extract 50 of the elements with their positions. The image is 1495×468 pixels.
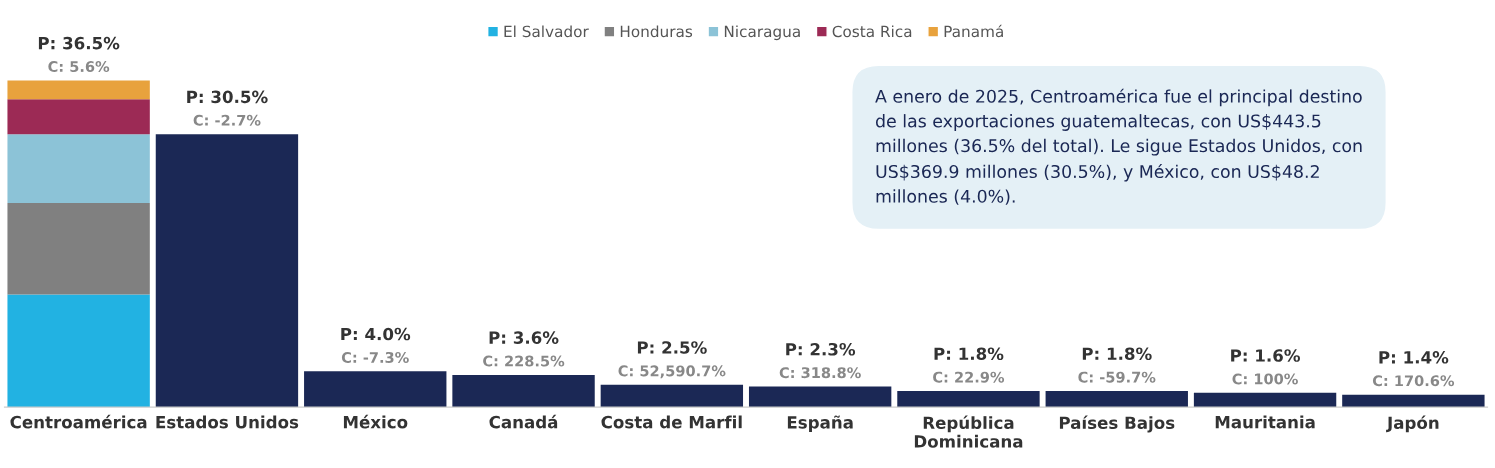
- bar: [7, 80, 150, 100]
- data-label: P: 1.8%: [1082, 347, 1152, 361]
- annotation: C: -59.7%: [1078, 371, 1156, 383]
- data-label: P: 4.0%: [341, 327, 411, 341]
- annotation: C: 318.8%: [779, 367, 861, 379]
- x-tick-label: Estados Unidos: [156, 415, 299, 429]
- x-tick-label: Países Bajos: [1059, 415, 1175, 433]
- annotation: C: 170.6%: [1372, 375, 1455, 387]
- annotation: C: -7.3%: [341, 351, 409, 363]
- bar: [7, 99, 150, 135]
- data-label: P: 3.6%: [489, 331, 559, 344]
- bar: [600, 384, 744, 408]
- data-label: P: 2.3%: [786, 342, 856, 356]
- x-tick-label: Canadá: [489, 414, 558, 429]
- data-label: P: 1.6%: [1231, 349, 1300, 362]
- legend-label: Panamá: [944, 24, 1003, 38]
- bar: [1342, 394, 1485, 408]
- annotation: C: 228.5%: [483, 355, 565, 367]
- x-tick-label: República Dominicana: [914, 415, 1023, 448]
- legend-label: El Salvador: [504, 25, 589, 38]
- bar: [1193, 392, 1337, 408]
- x-tick-label: Costa de Marfil: [601, 415, 742, 429]
- annotation: A enero de 2025, Centroamérica fue el principal destino de las exportaciones guatemaltecas, con US$443.5 millones (36.5% del total). Le sigue Estados Unidos, con US$369.9 millones (30.5%), y México, con US$48.2 millones (4.0%).: [875, 88, 1362, 205]
- bar: [7, 294, 150, 408]
- bar: [7, 203, 150, 295]
- total-label: P: 36.5%: [38, 36, 120, 50]
- legend-label: Honduras: [620, 25, 693, 38]
- bar: [1045, 391, 1188, 408]
- annotation: C: 100%: [1232, 373, 1298, 385]
- annotation: C: -2.7%: [193, 114, 261, 126]
- data-label: P: 1.4%: [1379, 351, 1449, 364]
- bar: [897, 391, 1040, 408]
- annotation: C: 52,590.7%: [618, 365, 726, 379]
- x-tick-label: Mauritania: [1215, 415, 1315, 429]
- bar: [7, 134, 150, 204]
- data-label: P: 2.5%: [637, 341, 707, 354]
- legend-label: Nicaragua: [724, 25, 800, 41]
- data-label: P: 1.8%: [934, 347, 1004, 361]
- annotation: C: 22.9%: [933, 371, 1005, 383]
- x-tick-label: Japón: [1386, 415, 1439, 433]
- bar: [155, 134, 299, 408]
- x-tick-label: Centroamérica: [10, 414, 147, 429]
- bar: [452, 374, 595, 408]
- bar: [748, 386, 892, 408]
- legend-label: Costa Rica: [832, 25, 912, 38]
- x-tick-label: España: [787, 415, 853, 432]
- x-tick-label: México: [343, 414, 408, 429]
- data-label: P: 30.5%: [187, 90, 268, 104]
- annotation: C: 5.6%: [48, 61, 110, 73]
- bar: [304, 371, 447, 408]
